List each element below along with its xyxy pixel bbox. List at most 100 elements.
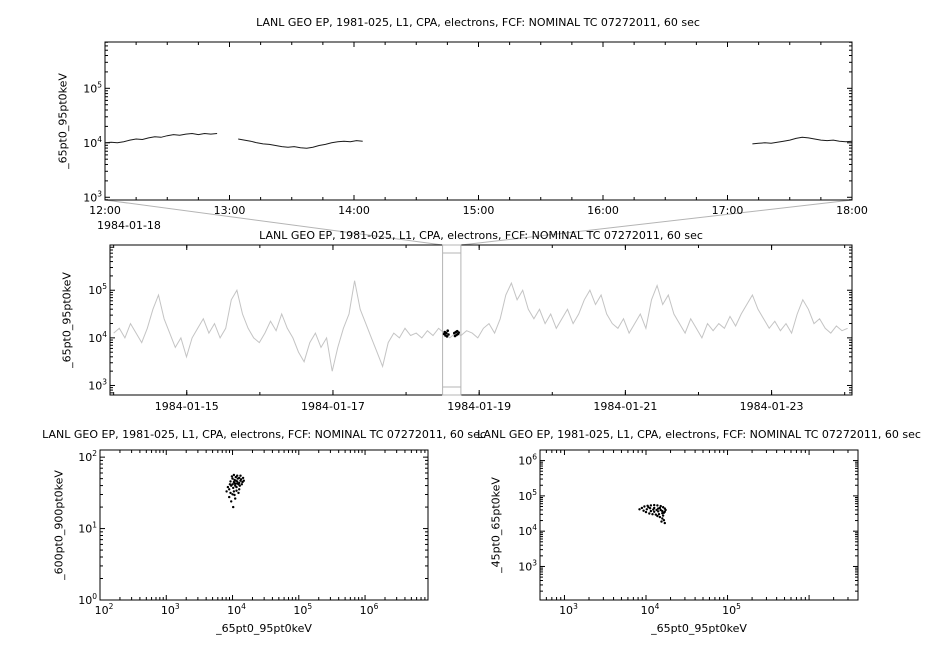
data-point [656,514,659,518]
data-series [752,136,853,145]
panel1-x-date-label: 1984-01-18 [97,219,161,232]
data-point [642,509,645,512]
log-tick-label: 104 [88,330,107,345]
data-point [226,485,230,489]
panel4-plot-area[interactable] [540,450,858,600]
data-point [658,515,662,519]
data-point [242,479,245,482]
data-point [457,331,461,334]
panel1-title: LANL GEO EP, 1981-025, L1, CPA, electron… [256,16,700,29]
panel3-plot-area[interactable] [100,450,428,600]
data-point [231,477,234,480]
log-tick-label: 103 [83,189,102,204]
data-point [644,510,648,514]
data-point [661,506,665,509]
panel3-scatter-plot: 100 101 102 102 103 104 105 106 [78,449,429,617]
data-point [228,495,231,499]
x-tick-label: 13:00 [214,204,246,217]
log-tick-label: 104 [227,602,246,617]
data-point [653,510,656,513]
data-point [239,478,243,481]
log-tick-label: 101 [78,521,97,536]
x-tick-label: 12:00 [89,204,121,217]
data-point [653,503,656,507]
log-tick-label: 105 [518,488,537,503]
data-point [662,519,666,522]
data-point [229,491,232,495]
x-tick-label: 1984-01-19 [447,400,511,413]
log-tick-label: 104 [641,602,660,617]
zoom-connector-left [104,199,443,246]
data-point [651,513,654,516]
data-point [234,484,237,487]
data-point [661,517,664,520]
x-tick-label: 15:00 [463,204,495,217]
zoom-connector-right [460,199,853,246]
data-point [445,335,449,338]
panel2-y-axis-label: _65pt0_95pt0keV [60,272,74,368]
data-point [661,514,665,517]
data-point [660,520,663,523]
log-tick-label: 104 [83,135,102,150]
log-tick-label: 103 [161,602,180,617]
panel2-title: LANL GEO EP, 1981-025, L1, CPA, electron… [259,229,703,242]
panel1-y-axis-label: _65pt0_95pt0keV [56,73,70,169]
data-point [234,497,237,500]
log-tick-label: 106 [360,602,379,617]
panel3-title: LANL GEO EP, 1981-025, L1, CPA, electron… [42,428,486,441]
data-point [648,512,651,515]
data-point [233,493,236,497]
data-point [658,506,662,510]
data-point [447,333,450,336]
data-point [661,509,664,513]
x-tick-label: 1984-01-15 [155,400,219,413]
data-point [236,482,239,485]
panel3-x-axis-label: _65pt0_95pt0keV [216,622,312,635]
x-tick-label: 1984-01-17 [301,400,365,413]
data-point [237,491,240,495]
data-point [232,486,235,490]
log-tick-label: 102 [95,602,114,617]
data-point [656,504,659,507]
log-tick-label: 105 [722,602,741,617]
data-point [662,511,666,514]
x-tick-label: 1984-01-23 [740,400,804,413]
x-tick-label: 17:00 [712,204,744,217]
data-point [240,483,243,486]
data-point [228,483,232,486]
panel1-plot-area[interactable] [105,42,852,200]
data-series [238,138,363,149]
data-point [643,505,646,508]
log-tick-label: 104 [518,523,537,538]
data-point [236,474,239,477]
log-tick-label: 105 [293,602,312,617]
data-point [234,479,237,482]
data-point [232,505,235,509]
data-point [657,510,660,513]
data-point [231,493,234,496]
log-tick-label: 106 [518,453,537,468]
data-point [664,508,667,512]
panel2-plot-area[interactable] [110,245,852,395]
log-tick-label: 100 [78,592,97,607]
data-point [638,508,641,511]
data-point [647,506,650,509]
plot-frame [109,244,853,396]
x-tick-label: 18:00 [836,204,868,217]
data-point [225,490,228,493]
data-point [230,500,233,503]
panel1-overview-plot: 103 104 105 12:00 13:00 14:00 15:00 16:00 17:00 1… [83,41,868,217]
log-tick-label: 103 [518,558,537,573]
plot-frame [539,449,859,601]
data-point [231,483,234,486]
data-point [232,473,236,477]
zoom-selection-box[interactable] [442,244,462,396]
panel4-scatter-plot: 103 104 105 106 103 104 105 [518,449,859,617]
x-tick-label: 16:00 [587,204,619,217]
data-point [235,489,238,492]
data-point [645,508,648,511]
data-point [655,508,658,512]
data-point [446,329,450,333]
data-point [239,474,242,477]
